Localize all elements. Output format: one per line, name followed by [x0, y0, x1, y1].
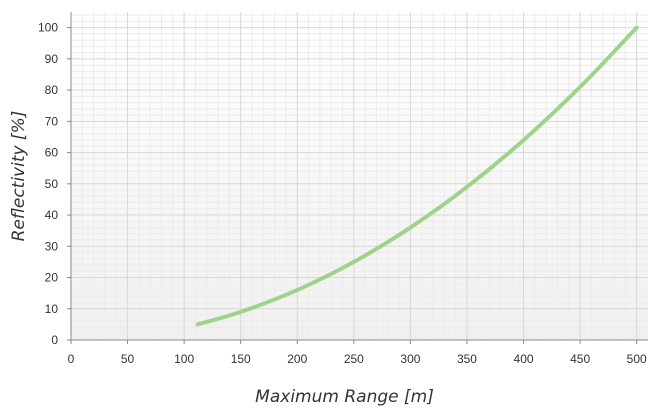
axes [70, 12, 648, 341]
y-tick-label: 100 [38, 21, 58, 35]
y-axis-ticks: 0 10 20 30 40 50 60 70 80 90 100 [38, 21, 71, 347]
x-tick-label: 200 [287, 352, 307, 366]
minor-grid [71, 12, 648, 340]
x-tick-label: 250 [344, 352, 364, 366]
y-tick-label: 30 [45, 239, 59, 253]
x-axis-title: Maximum Range [m] [255, 387, 434, 407]
y-tick-label: 60 [45, 146, 59, 160]
x-tick-label: 100 [174, 352, 194, 366]
x-tick-label: 0 [68, 352, 75, 366]
y-tick-label: 40 [45, 208, 59, 222]
y-tick-label: 10 [45, 302, 59, 316]
x-tick-label: 500 [627, 352, 647, 366]
y-tick-label: 80 [45, 83, 59, 97]
y-tick-label: 90 [45, 52, 59, 66]
x-tick-label: 50 [121, 352, 135, 366]
y-tick-label: 50 [45, 177, 59, 191]
x-tick-label: 450 [570, 352, 590, 366]
y-tick-label: 70 [45, 114, 59, 128]
series-layer [195, 25, 639, 327]
x-tick-label: 400 [514, 352, 534, 366]
major-grid [71, 12, 648, 340]
y-axis-title: Reflectivity [%] [9, 111, 29, 242]
x-tick-label: 150 [231, 352, 251, 366]
x-tick-label: 350 [457, 352, 477, 366]
x-axis-ticks: 0 50 100 150 200 250 300 350 400 450 500 [68, 340, 647, 366]
plot-area [71, 12, 648, 340]
y-tick-label: 0 [51, 333, 58, 347]
y-tick-label: 20 [45, 271, 59, 285]
series-line [195, 25, 639, 327]
x-tick-label: 300 [400, 352, 420, 366]
